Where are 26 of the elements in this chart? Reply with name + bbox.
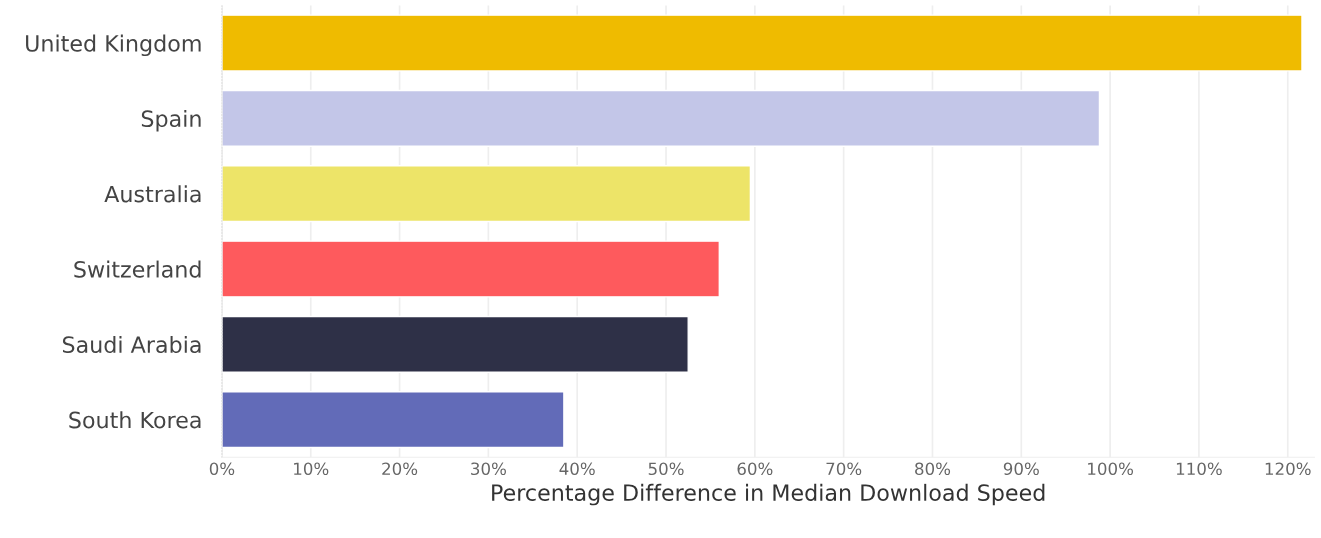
y-tick-label: Switzerland bbox=[74, 260, 201, 278]
y-tick-label: United Kingdom bbox=[26, 34, 201, 57]
x-tick-label: 90% bbox=[1003, 462, 1039, 476]
y-tick-label: Saudi Arabia bbox=[62, 335, 201, 354]
x-tick-label: 120% bbox=[1265, 462, 1311, 476]
x-tick-label: 0% bbox=[209, 462, 235, 476]
x-tick-label: 30% bbox=[471, 462, 506, 476]
y-tick-label: South Korea bbox=[69, 411, 201, 429]
bar bbox=[221, 391, 565, 449]
y-tick-label: Australia bbox=[104, 185, 201, 203]
x-axis-title: Percentage Difference in Median Download Speed bbox=[492, 483, 1045, 506]
x-tick-label: 50% bbox=[648, 462, 684, 476]
x-tick-label: 100% bbox=[1088, 462, 1134, 476]
x-tick-label: 10% bbox=[294, 462, 329, 476]
x-tick-label: 80% bbox=[915, 462, 951, 476]
bar bbox=[221, 14, 1303, 72]
bar bbox=[221, 165, 752, 223]
x-tick-label: 110% bbox=[1176, 462, 1222, 476]
x-tick-label: 70% bbox=[826, 462, 862, 476]
x-tick-label: 20% bbox=[382, 462, 418, 476]
bar bbox=[221, 240, 721, 298]
x-tick-label: 60% bbox=[737, 462, 773, 476]
y-tick-label: Spain bbox=[141, 109, 201, 132]
x-tick-label: 40% bbox=[559, 462, 595, 476]
bar bbox=[221, 89, 1101, 147]
bar bbox=[221, 315, 689, 373]
